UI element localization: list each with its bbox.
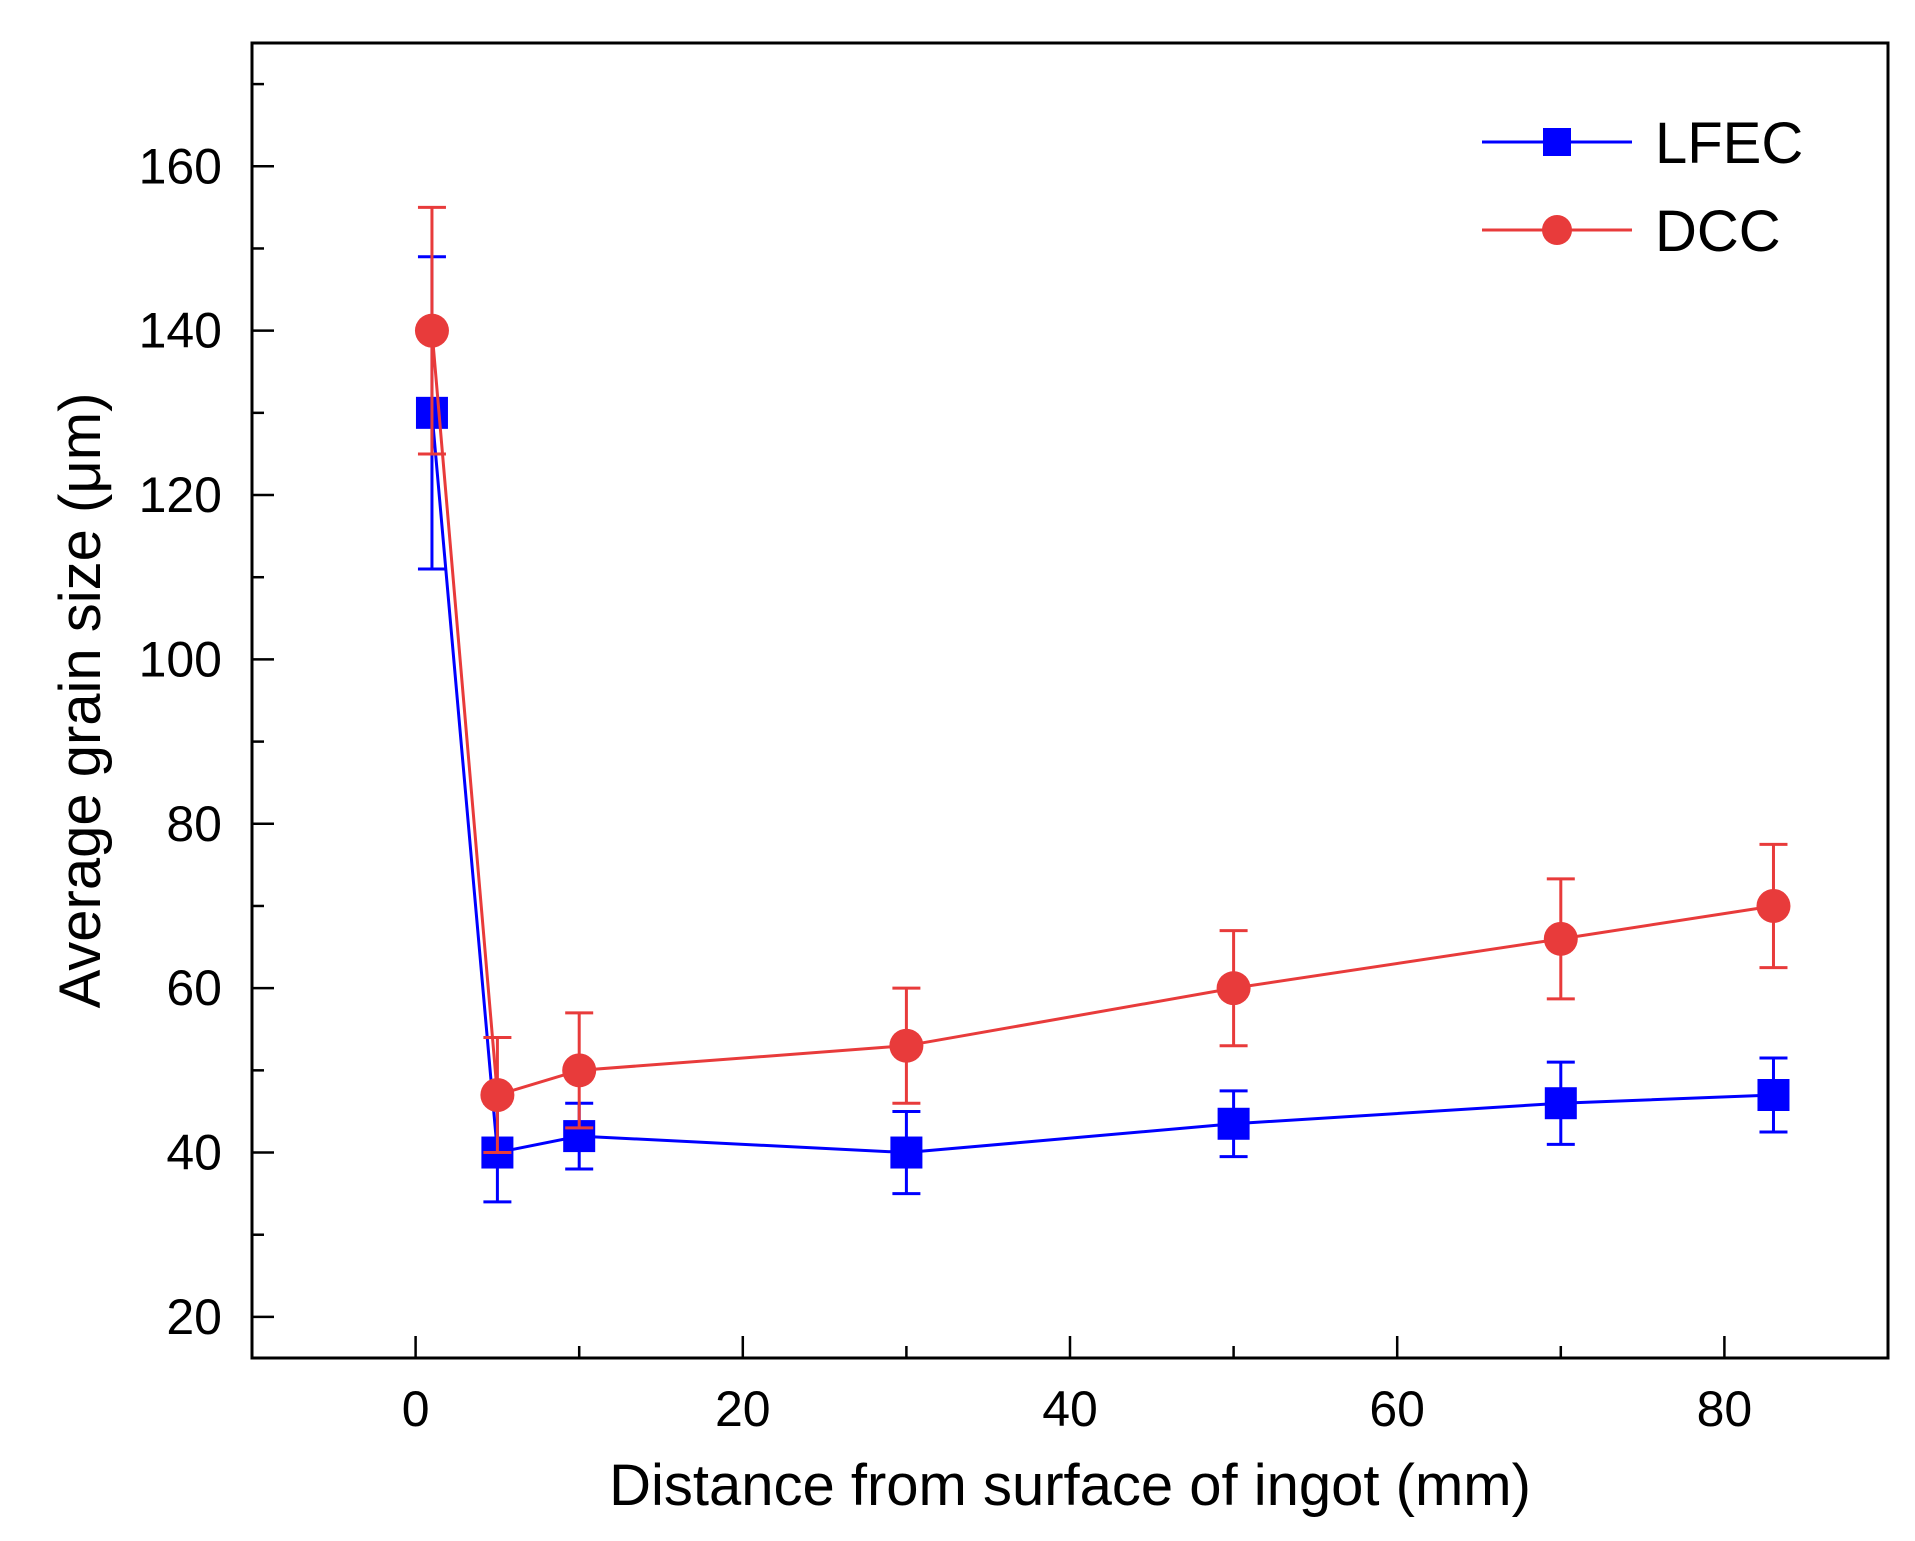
x-axis-title: Distance from surface of ingot (mm) [609, 1453, 1531, 1518]
legend-marker-lfec [1543, 128, 1571, 156]
y-tick-label: 140 [139, 303, 222, 359]
data-point-lfec [1757, 1079, 1790, 1111]
data-point-dcc [414, 313, 449, 348]
y-tick-label: 80 [166, 796, 222, 852]
data-point-dcc [562, 1053, 597, 1088]
data-point-dcc [1216, 971, 1251, 1006]
y-axis-title: Average grain size (μm) [48, 393, 113, 1009]
data-point-lfec [890, 1136, 923, 1169]
x-tick-label: 0 [402, 1381, 430, 1437]
legend: LFEC DCC [1482, 111, 1803, 264]
y-tick-label: 100 [139, 631, 222, 687]
data-point-lfec [1217, 1107, 1250, 1140]
data-point-dcc [1756, 888, 1791, 923]
x-tick-label: 20 [715, 1381, 771, 1437]
y-tick-label: 20 [166, 1289, 222, 1345]
x-tick-label: 40 [1042, 1381, 1098, 1437]
data-point-dcc [889, 1028, 924, 1063]
data-point-dcc [1543, 921, 1578, 956]
legend-label-dcc: DCC [1655, 199, 1781, 264]
data-point-lfec [1544, 1087, 1577, 1120]
y-tick-label: 120 [139, 467, 222, 523]
y-tick-label: 40 [166, 1125, 222, 1181]
legend-marker-dcc [1542, 215, 1572, 245]
axes: 0 20 40 60 80 20 40 60 80 100 120 140 160 [139, 41, 1890, 1437]
x-tick-label: 60 [1369, 1381, 1425, 1437]
plot-series [414, 205, 1791, 1204]
y-tick-label: 160 [139, 138, 222, 194]
x-tick-label: 80 [1697, 1381, 1753, 1437]
y-tick-label: 60 [166, 960, 222, 1016]
data-point-dcc [480, 1078, 515, 1112]
legend-item-lfec: LFEC [1482, 111, 1803, 176]
legend-item-dcc: DCC [1482, 199, 1781, 264]
legend-label-lfec: LFEC [1655, 111, 1803, 176]
series-dcc [414, 205, 1791, 1155]
